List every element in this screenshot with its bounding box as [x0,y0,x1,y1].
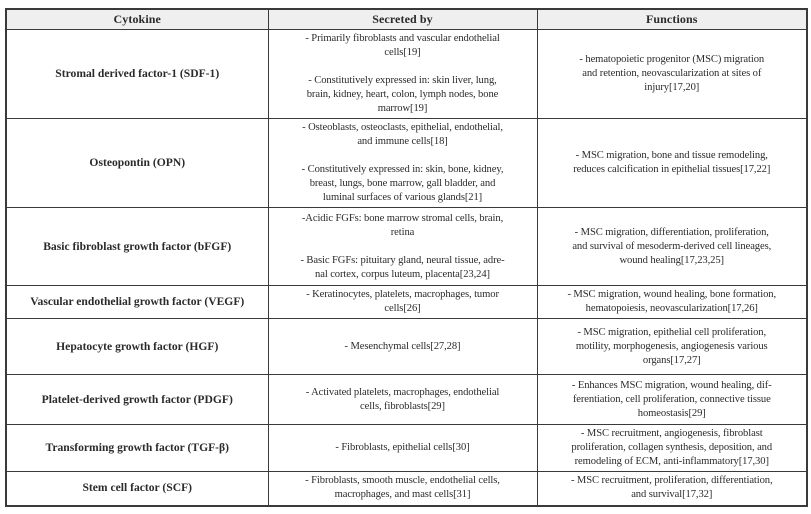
table-row-bfgf: Basic fibroblast growth factor (bFGF) -A… [5,207,808,286]
table-row-scf: Stem cell factor (SCF) - Fibroblasts, sm… [5,471,808,506]
secreted-by-cell: - Fibroblasts, epithelial cells[30] [267,424,538,472]
functions-cell: - MSC recruitment, angiogenesis, fibrobl… [536,424,808,472]
cytokine-cell: Basic fibroblast growth factor (bFGF) [5,207,269,286]
table-row-tgfb: Transforming growth factor (TGF-β) - Fib… [5,424,808,472]
table-header-row: Cytokine Secreted by Functions [5,8,808,30]
table-row-pdgf: Platelet-derived growth factor (PDGF) - … [5,374,808,425]
functions-cell: - MSC migration, bone and tissue remodel… [536,118,808,208]
secreted-by-cell: - Mesenchymal cells[27,28] [267,318,538,375]
cytokine-cell: Platelet-derived growth factor (PDGF) [5,374,269,425]
functions-cell: - MSC migration, epithelial cell prolife… [536,318,808,375]
cytokine-cell: Hepatocyte growth factor (HGF) [5,318,269,375]
secreted-by-cell: - Primarily fibroblasts and vascular end… [267,29,538,119]
functions-cell: - hematopoietic progenitor (MSC) migrati… [536,29,808,119]
cytokine-cell: Stromal derived factor-1 (SDF-1) [5,29,269,119]
table-row-hgf: Hepatocyte growth factor (HGF) - Mesench… [5,318,808,375]
functions-cell: - MSC migration, wound healing, bone for… [536,285,808,319]
secreted-by-cell: - Fibroblasts, smooth muscle, endothelia… [267,471,538,506]
secreted-by-cell: - Keratinocytes, platelets, macrophages,… [267,285,538,319]
column-header-functions: Functions [536,8,808,30]
functions-cell: - MSC recruitment, proliferation, differ… [536,471,808,506]
table-row-opn: Osteopontin (OPN) - Osteoblasts, osteocl… [5,118,808,208]
cytokine-table: Cytokine Secreted by Functions Stromal d… [5,8,808,507]
cytokine-cell: Transforming growth factor (TGF-β) [5,424,269,472]
secreted-by-cell: - Osteoblasts, osteoclasts, epithelial, … [267,118,538,208]
secreted-by-cell: -Acidic FGFs: bone marrow stromal cells,… [267,207,538,286]
table-row-sdf1: Stromal derived factor-1 (SDF-1) - Prima… [5,29,808,119]
functions-cell: - Enhances MSC migration, wound healing,… [536,374,808,425]
column-header-secreted-by: Secreted by [267,8,538,30]
cytokine-cell: Stem cell factor (SCF) [5,471,269,506]
functions-cell: - MSC migration, differentiation, prolif… [536,207,808,286]
column-header-cytokine: Cytokine [5,8,269,30]
cytokine-cell: Osteopontin (OPN) [5,118,269,208]
table-row-vegf: Vascular endothelial growth factor (VEGF… [5,285,808,319]
secreted-by-cell: - Activated platelets, macrophages, endo… [267,374,538,425]
cytokine-cell: Vascular endothelial growth factor (VEGF… [5,285,269,319]
